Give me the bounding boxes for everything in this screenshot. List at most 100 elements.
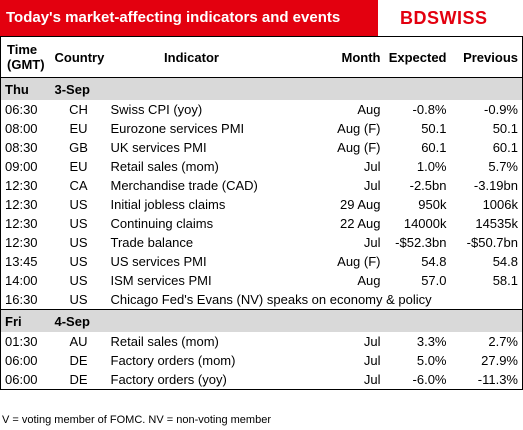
- column-header: Previous: [463, 49, 518, 65]
- column-header: Indicator: [164, 49, 219, 65]
- cell: US services PMI: [110, 254, 207, 269]
- header-row: Time (GMT) Country Indicator Month Expected P…: [1, 37, 523, 78]
- cell: -3.19bn: [473, 178, 518, 193]
- cell: 60.1: [492, 140, 518, 155]
- cell: Continuing claims: [110, 216, 214, 231]
- cell: 1.0%: [416, 159, 447, 174]
- cell: 12:30: [5, 216, 38, 231]
- cell: Aug (F): [337, 254, 381, 269]
- cell: 57.0: [421, 273, 447, 288]
- title: Today's market-affecting indicators and …: [0, 0, 378, 36]
- cell: Trade balance: [110, 235, 194, 250]
- cell: Jul: [363, 353, 381, 368]
- cell: Aug (F): [337, 121, 381, 136]
- logo: BDSWISS: [400, 8, 488, 28]
- cell: -2.5bn: [409, 178, 447, 193]
- cell: 09:00: [5, 159, 38, 174]
- cell: 5.0%: [416, 353, 447, 368]
- cell: 01:30: [5, 334, 38, 349]
- cell: 13:45: [5, 254, 38, 269]
- cell: 14000k: [403, 216, 447, 231]
- cell: 22 Aug: [340, 216, 381, 231]
- event-row: 12:30 US Initial jobless claims 29 Aug 950k 1…: [1, 195, 523, 214]
- cell: Factory orders (mom): [110, 353, 236, 368]
- event-row: 06:00 DE Factory orders (mom) Jul 5.0% 27.9%: [1, 351, 523, 370]
- cell: Initial jobless claims: [110, 197, 226, 212]
- header: Today's market-affecting indicators and …: [0, 0, 523, 36]
- cell: 60.1: [421, 140, 447, 155]
- date: 3-Sep: [50, 77, 523, 100]
- date: 4-Sep: [50, 309, 523, 332]
- cell: -0.8%: [412, 102, 447, 117]
- cell: 12:30: [5, 197, 38, 212]
- cell: 14535k: [475, 216, 518, 231]
- cell: Merchandise trade (CAD): [110, 178, 258, 193]
- event-row: 13:45 US US services PMI Aug (F) 54.8 54.8: [1, 252, 523, 271]
- cell: 08:30: [5, 140, 38, 155]
- cell: EU: [69, 121, 88, 136]
- events-table: Time (GMT) Country Indicator Month Expected P…: [0, 36, 523, 390]
- cell: 27.9%: [481, 353, 518, 368]
- day-row: Fri 4-Sep: [0, 309, 523, 332]
- cell: Retail sales (mom): [110, 334, 219, 349]
- cell: -6.0%: [412, 372, 447, 387]
- day-row: Thu 3-Sep: [0, 77, 523, 100]
- cell: 58.1: [492, 273, 518, 288]
- cell: Jul: [363, 372, 381, 387]
- cell: Jul: [363, 235, 381, 250]
- event-row: 08:30 GB UK services PMI Aug (F) 60.1 60.1: [1, 138, 523, 157]
- cell: DE: [69, 372, 88, 387]
- cell: -$52.3bn: [395, 235, 447, 250]
- cell: 06:30: [5, 102, 38, 117]
- cell: Jul: [363, 178, 381, 193]
- cell: 08:00: [5, 121, 38, 136]
- cell: 12:30: [5, 235, 38, 250]
- cell: Aug: [357, 102, 381, 117]
- cell: 06:00: [5, 372, 38, 387]
- cell: CH: [69, 102, 88, 117]
- cell: 2.7%: [488, 334, 518, 349]
- cell: US: [69, 235, 88, 250]
- cell: 1006k: [482, 197, 518, 212]
- cell: Aug (F): [337, 140, 381, 155]
- cell: US: [69, 273, 88, 288]
- cell: 50.1: [421, 121, 447, 136]
- cell: UK services PMI: [110, 140, 207, 155]
- cell: US: [69, 197, 88, 212]
- cell: 54.8: [492, 254, 518, 269]
- cell: ISM services PMI: [110, 273, 212, 288]
- cell: US: [69, 254, 88, 269]
- cell: 50.1: [492, 121, 518, 136]
- cell: US: [69, 292, 88, 307]
- column-header: Month: [341, 49, 381, 65]
- cell: Swiss CPI (yoy): [110, 102, 203, 117]
- cell: EU: [69, 159, 88, 174]
- cell: 06:00: [5, 353, 38, 368]
- cell: Jul: [363, 334, 381, 349]
- cell: CA: [69, 178, 88, 193]
- cell: -$50.7bn: [466, 235, 518, 250]
- event-row: 16:30 US Chicago Fed's Evans (NV) speaks o…: [1, 290, 523, 310]
- column-header: Country: [54, 49, 105, 65]
- cell: AU: [69, 334, 88, 349]
- cell: 3.3%: [416, 334, 447, 349]
- cell: 16:30: [5, 292, 38, 307]
- cell: US: [69, 216, 88, 231]
- day: Thu: [0, 77, 51, 100]
- footnote: V = voting member of FOMC. NV = non-voti…: [2, 414, 271, 426]
- column-header: Time (GMT): [7, 42, 45, 72]
- event-row: 12:30 US Trade balance Jul -$52.3bn -$50.7bn: [1, 233, 523, 252]
- cell: Factory orders (yoy): [110, 372, 227, 387]
- cell: 14:00: [5, 273, 38, 288]
- cell: 29 Aug: [340, 197, 381, 212]
- event-row: 14:00 US ISM services PMI Aug 57.0 58.1: [1, 271, 523, 290]
- cell: Aug: [357, 273, 381, 288]
- cell: 12:30: [5, 178, 38, 193]
- cell: GB: [69, 140, 88, 155]
- event-row: 09:00 EU Retail sales (mom) Jul 1.0% 5.7%: [1, 157, 523, 176]
- cell: DE: [69, 353, 88, 368]
- cell: 950k: [418, 197, 447, 212]
- event-row: 06:30 CH Swiss CPI (yoy) Aug -0.8% -0.9%: [1, 100, 523, 119]
- event-row: 12:30 CA Merchandise trade (CAD) Jul -2.5bn -…: [1, 176, 523, 195]
